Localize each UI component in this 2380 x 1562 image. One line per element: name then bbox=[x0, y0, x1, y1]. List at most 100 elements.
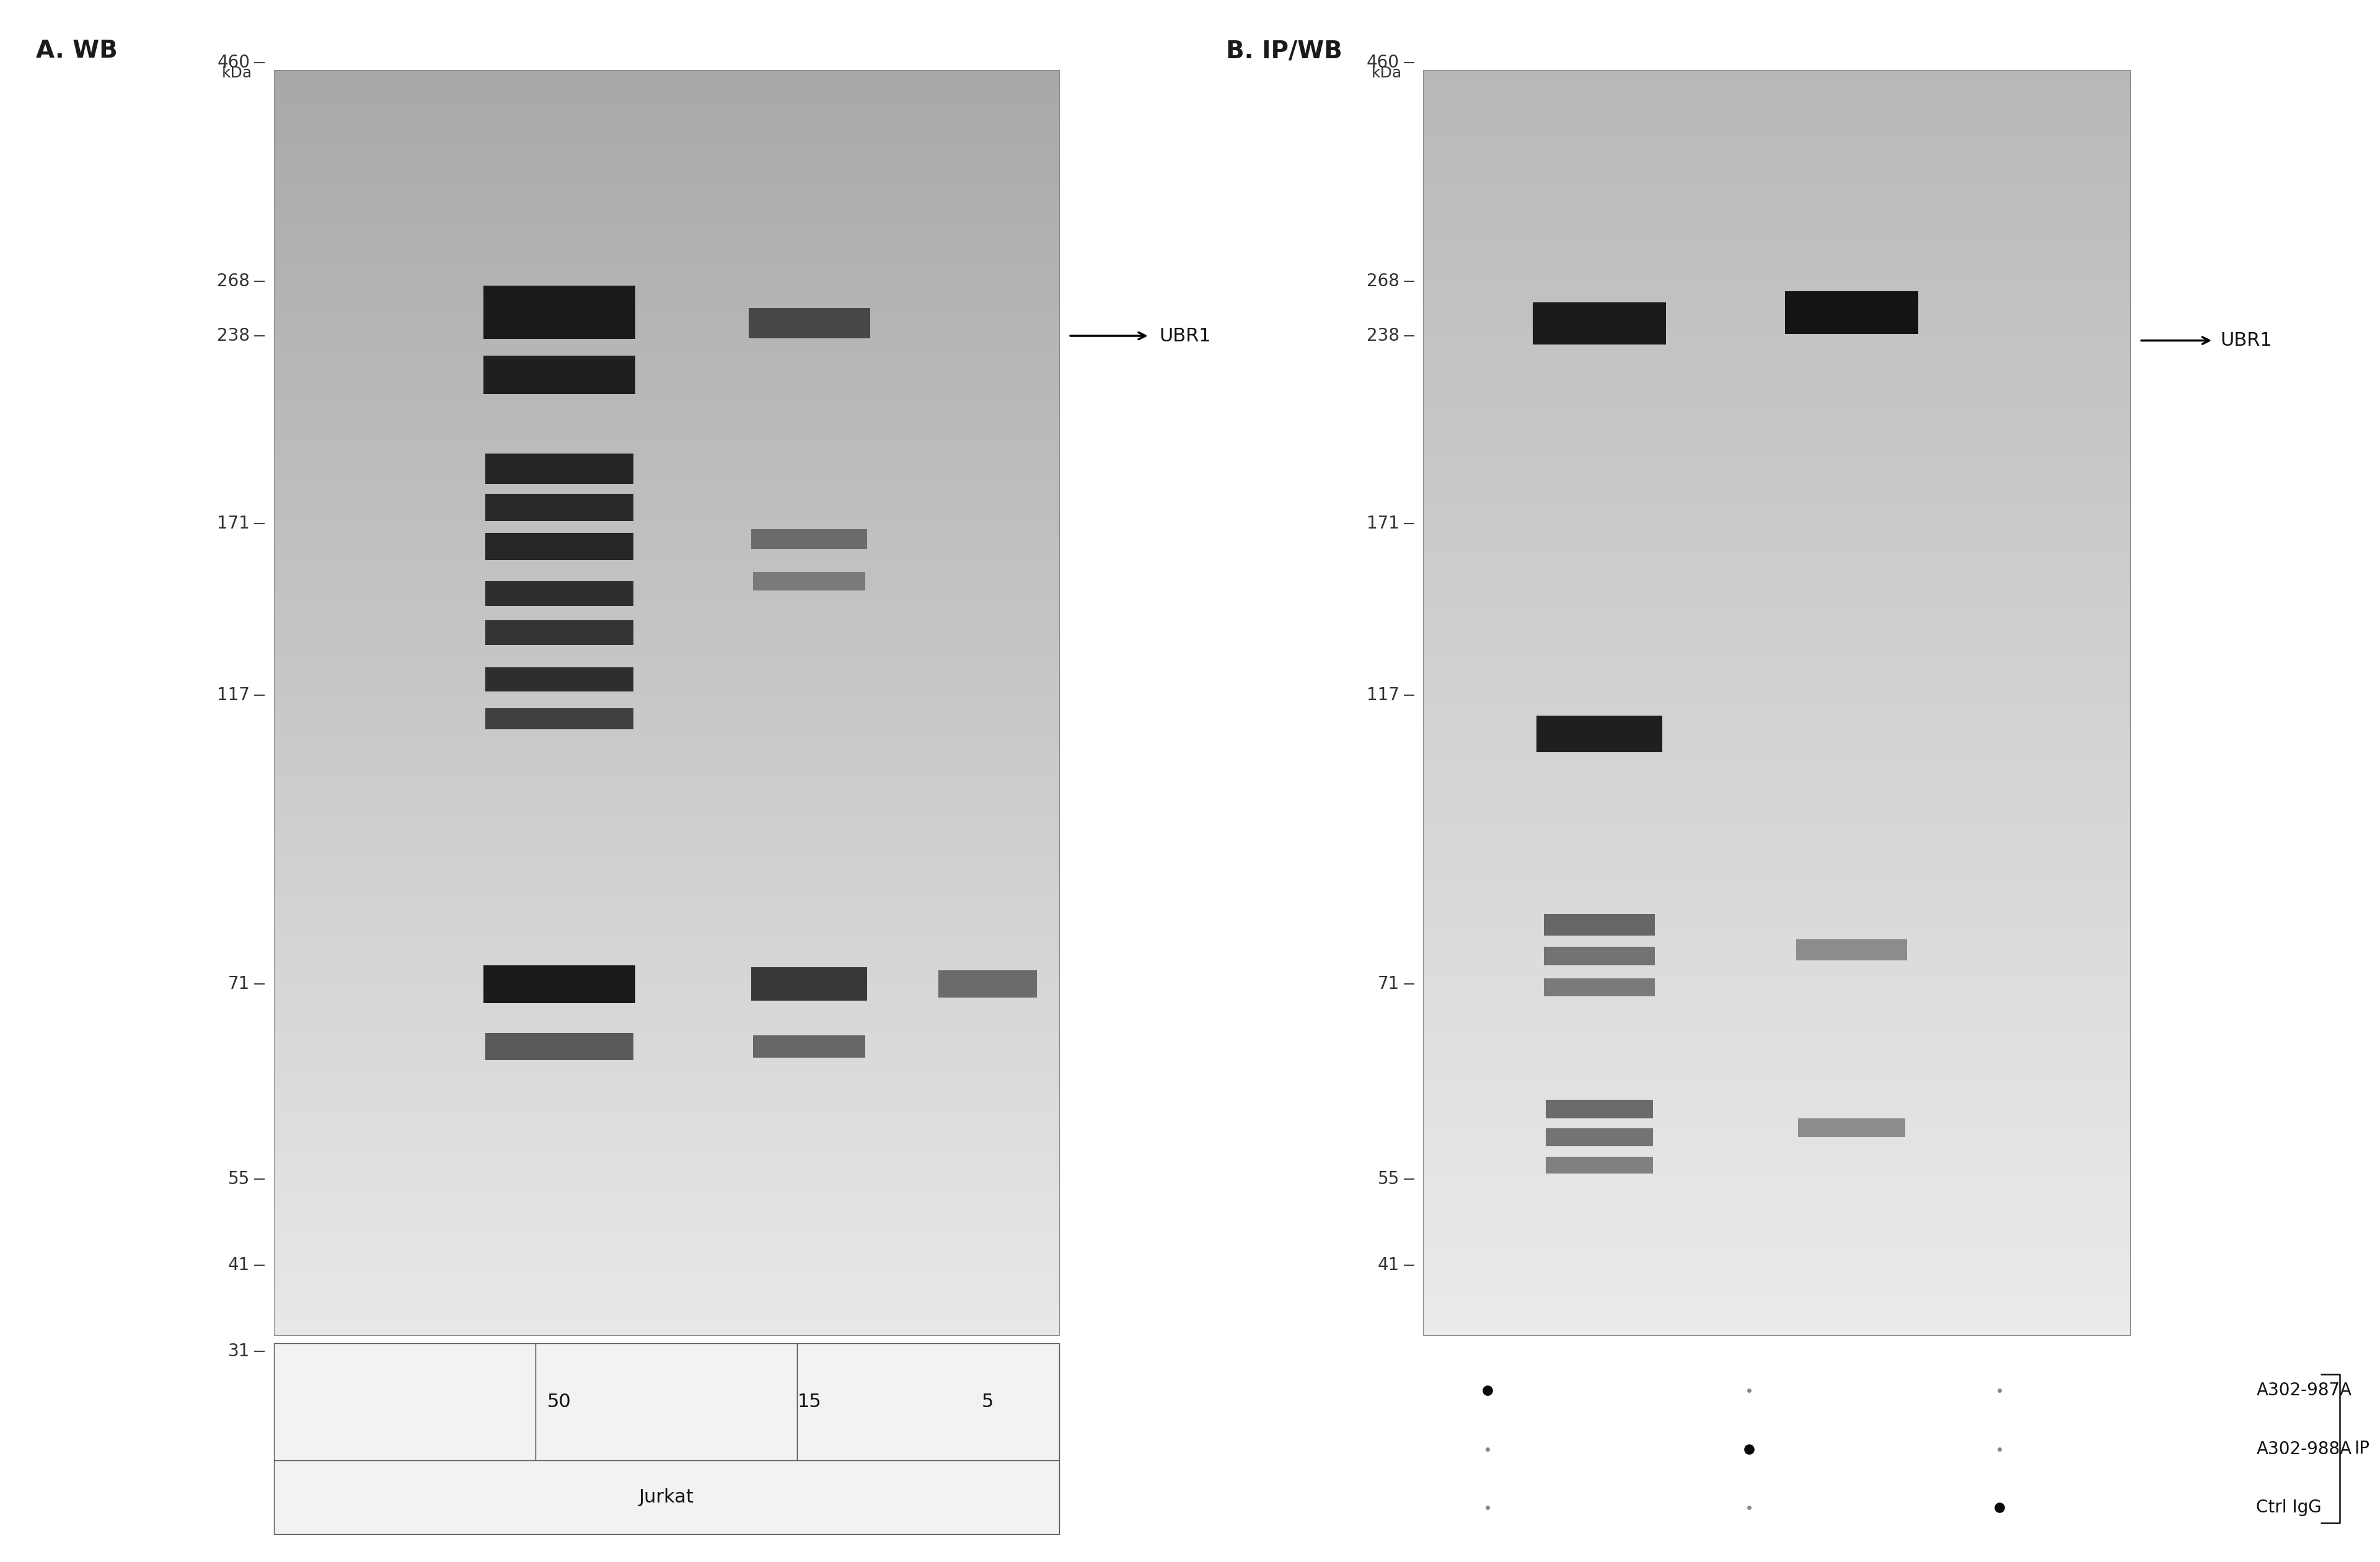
Bar bbox=[1423, 534, 2130, 539]
Bar bbox=[1423, 184, 2130, 189]
Bar bbox=[274, 286, 1059, 289]
Bar bbox=[274, 542, 1059, 547]
Bar bbox=[274, 450, 1059, 455]
Bar bbox=[1423, 1112, 2130, 1117]
Bar bbox=[1423, 1011, 2130, 1015]
Bar bbox=[274, 458, 1059, 462]
Bar bbox=[1423, 779, 2130, 783]
Bar bbox=[1423, 968, 2130, 973]
Bar bbox=[274, 918, 1059, 922]
Bar bbox=[1423, 556, 2130, 559]
Bar bbox=[274, 1162, 1059, 1167]
Bar bbox=[1423, 1184, 2130, 1187]
Bar bbox=[1423, 1311, 2130, 1315]
Text: 55: 55 bbox=[228, 1170, 250, 1189]
Bar bbox=[274, 319, 1059, 323]
Bar bbox=[274, 1301, 1059, 1306]
Bar bbox=[1423, 390, 2130, 395]
Bar bbox=[274, 1040, 1059, 1045]
Bar bbox=[1423, 1137, 2130, 1142]
Bar bbox=[1423, 500, 2130, 505]
Text: kDa: kDa bbox=[1371, 66, 1402, 81]
Bar bbox=[1423, 951, 2130, 956]
Bar bbox=[274, 78, 1059, 83]
Bar bbox=[274, 1276, 1059, 1281]
Bar bbox=[1423, 1331, 2130, 1336]
Bar bbox=[274, 276, 1059, 281]
Bar bbox=[1423, 137, 2130, 142]
Bar bbox=[1423, 450, 2130, 455]
Bar bbox=[797, 1343, 1059, 1460]
Bar bbox=[274, 1251, 1059, 1256]
Bar bbox=[274, 1179, 1059, 1184]
Bar bbox=[274, 943, 1059, 948]
Bar bbox=[1423, 695, 2130, 698]
Bar bbox=[1423, 323, 2130, 328]
Bar bbox=[1423, 172, 2130, 177]
Bar bbox=[274, 854, 1059, 859]
Bar bbox=[274, 1015, 1059, 1020]
Bar bbox=[274, 1125, 1059, 1129]
Bar bbox=[274, 142, 1059, 147]
Bar bbox=[1423, 480, 2130, 484]
Bar bbox=[1423, 1209, 2130, 1214]
Bar bbox=[1423, 361, 2130, 366]
Bar bbox=[1423, 926, 2130, 931]
Bar bbox=[1423, 1315, 2130, 1318]
Bar bbox=[1423, 1217, 2130, 1221]
Bar bbox=[1423, 1229, 2130, 1234]
Bar bbox=[1423, 762, 2130, 765]
Bar bbox=[274, 112, 1059, 117]
Bar bbox=[1423, 559, 2130, 564]
Bar bbox=[1423, 542, 2130, 547]
Bar bbox=[274, 998, 1059, 1003]
Bar bbox=[1423, 834, 2130, 837]
Bar bbox=[1423, 1293, 2130, 1298]
Bar bbox=[274, 530, 1059, 534]
Bar bbox=[274, 177, 1059, 180]
Bar bbox=[274, 968, 1059, 973]
Bar bbox=[274, 834, 1059, 837]
Bar bbox=[1423, 1192, 2130, 1196]
Bar bbox=[1423, 462, 2130, 467]
Bar bbox=[274, 226, 1059, 231]
Bar bbox=[274, 370, 1059, 373]
Bar bbox=[1423, 770, 2130, 775]
Bar bbox=[1423, 167, 2130, 172]
Bar bbox=[1423, 851, 2130, 854]
Bar bbox=[274, 626, 1059, 631]
Bar bbox=[1423, 690, 2130, 695]
Bar bbox=[1423, 269, 2130, 273]
Bar bbox=[274, 934, 1059, 939]
Bar bbox=[274, 1226, 1059, 1231]
Bar bbox=[1423, 648, 2130, 653]
Bar bbox=[274, 437, 1059, 442]
Bar bbox=[1423, 420, 2130, 425]
Bar bbox=[274, 361, 1059, 366]
Bar bbox=[1423, 681, 2130, 686]
Bar bbox=[274, 1214, 1059, 1217]
Text: 71: 71 bbox=[1378, 975, 1399, 993]
Bar bbox=[274, 251, 1059, 256]
Bar bbox=[274, 1053, 1059, 1057]
Bar bbox=[274, 956, 1059, 961]
Text: UBR1: UBR1 bbox=[2221, 331, 2273, 350]
Bar bbox=[1423, 209, 2130, 214]
Bar bbox=[274, 289, 1059, 294]
Text: 50: 50 bbox=[547, 1393, 571, 1410]
Bar bbox=[274, 779, 1059, 783]
Bar bbox=[274, 589, 1059, 594]
Bar bbox=[274, 155, 1059, 159]
Bar bbox=[1423, 611, 2130, 614]
Bar bbox=[274, 1306, 1059, 1311]
Bar bbox=[274, 879, 1059, 884]
Bar bbox=[274, 159, 1059, 162]
Bar bbox=[274, 893, 1059, 897]
Bar bbox=[274, 425, 1059, 428]
Bar bbox=[1423, 750, 2130, 753]
Bar bbox=[274, 509, 1059, 512]
Bar bbox=[1423, 180, 2130, 184]
Bar bbox=[1423, 1065, 2130, 1070]
Bar bbox=[1423, 1276, 2130, 1281]
Bar bbox=[274, 420, 1059, 425]
